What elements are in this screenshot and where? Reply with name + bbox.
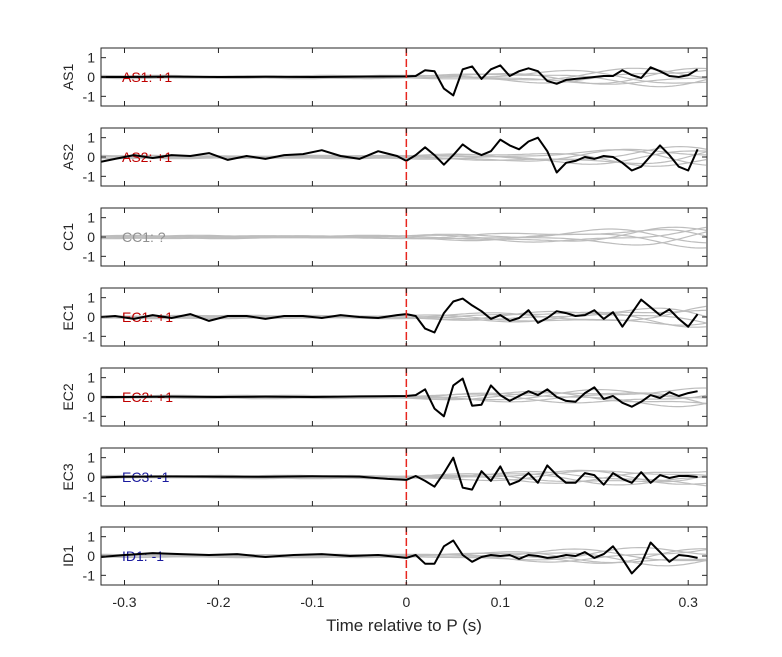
trace-ec1	[101, 297, 699, 334]
x-tick-label: 0.1	[491, 594, 511, 610]
y-tick-label: 1	[87, 210, 95, 226]
y-tick-label: 0	[87, 469, 95, 485]
station-label-ec3: EC3	[60, 463, 76, 490]
background-trace	[101, 311, 707, 328]
y-tick-label: 1	[87, 130, 95, 146]
background-trace	[101, 148, 707, 162]
trace-ec2	[101, 377, 698, 418]
x-tick-label: 0	[402, 594, 410, 610]
y-tick-label: 1	[87, 50, 95, 66]
trace-ec3	[101, 456, 698, 491]
background-traces	[101, 469, 707, 487]
y-tick-label: -1	[83, 488, 96, 504]
background-trace	[101, 226, 707, 242]
y-tick-label: 1	[87, 290, 95, 306]
y-tick-label: 0	[87, 229, 95, 245]
station-label-cc1: CC1	[60, 223, 76, 251]
polarity-label-id1: ID1: -1	[122, 548, 164, 564]
x-axis-label: Time relative to P (s)	[326, 616, 482, 635]
background-trace	[101, 549, 707, 563]
station-label-as1: AS1	[60, 64, 76, 91]
y-tick-label: -1	[83, 567, 96, 583]
x-tick-label: -0.2	[206, 594, 230, 610]
station-label-ec2: EC2	[60, 383, 76, 410]
y-tick-label: -1	[83, 168, 96, 184]
y-tick-label: -1	[83, 88, 96, 104]
x-tick-label: -0.1	[300, 594, 324, 610]
y-tick-label: 0	[87, 149, 95, 165]
trace-as1	[101, 64, 699, 97]
y-tick-label: -1	[83, 408, 96, 424]
y-tick-label: 0	[87, 389, 95, 405]
station-label-as2: AS2	[60, 144, 76, 171]
polarity-label-cc1: CC1: ?	[122, 229, 166, 245]
trace-as2	[101, 136, 699, 174]
trace-id1	[101, 539, 698, 575]
panel-id1: ID1: -1 1 0 -1 ID1 -0.3 -0.2 -0.1 0 0.1 0.2 0.3	[60, 526, 708, 610]
y-tick-label: 1	[87, 529, 95, 545]
x-tick-label: 0.3	[678, 594, 698, 610]
station-label-ec1: EC1	[60, 303, 76, 330]
x-tick-label: -0.3	[112, 594, 136, 610]
y-tick-label: -1	[83, 248, 96, 264]
y-tick-label: 0	[87, 548, 95, 564]
y-tick-label: 0	[87, 69, 95, 85]
panel-cc1: CC1: ? 1 0 -1 CC1	[60, 207, 708, 267]
y-tick-label: -1	[83, 328, 96, 344]
x-tick-label: 0.2	[585, 594, 605, 610]
y-tick-label: 0	[87, 309, 95, 325]
y-tick-label: 1	[87, 370, 95, 386]
y-tick-label: 1	[87, 450, 95, 466]
background-traces	[101, 226, 707, 249]
background-trace	[101, 228, 707, 244]
station-label-id1: ID1	[60, 545, 76, 567]
